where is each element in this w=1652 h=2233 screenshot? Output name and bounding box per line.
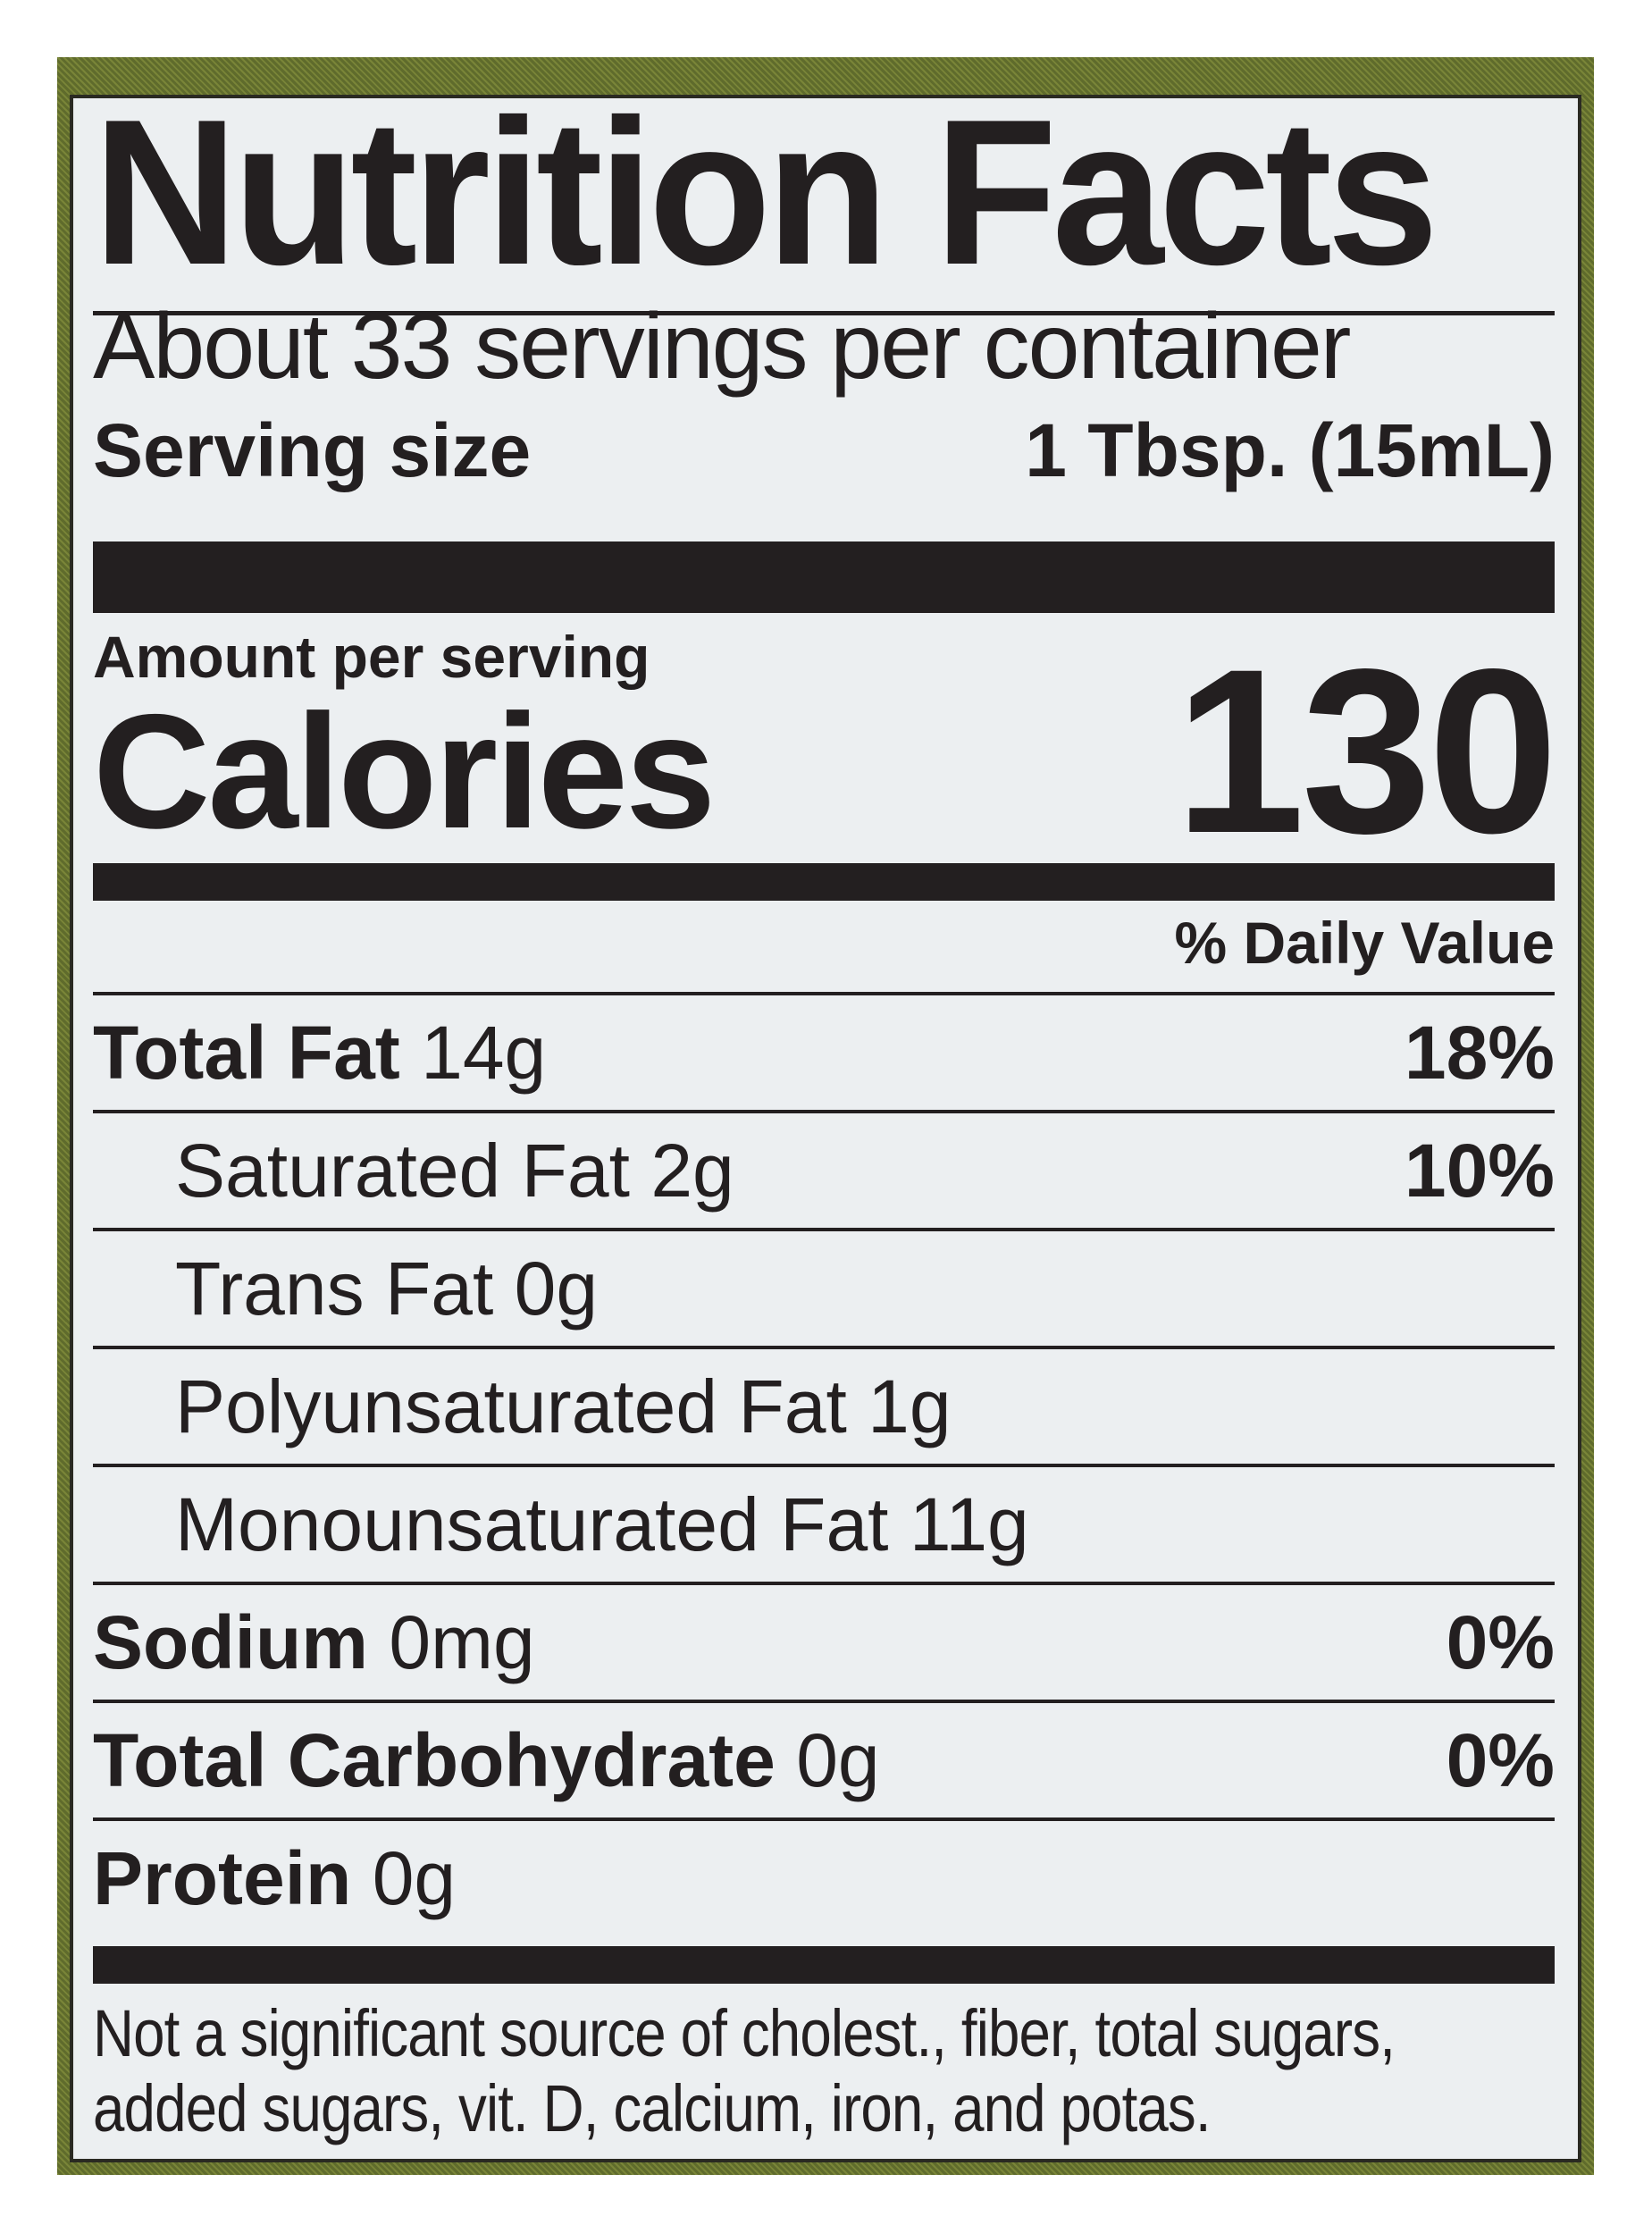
nutrient-name: Sodium <box>93 1600 368 1684</box>
nutrient-amount: 0mg <box>389 1600 535 1684</box>
nutrient-row: Sodium 0mg 0% <box>93 1582 1555 1700</box>
amount-per-serving: Amount per serving <box>93 624 650 690</box>
footnote-line-2: added sugars, vit. D, calcium, iron, and… <box>93 2071 1212 2145</box>
nutrient-name: Saturated Fat <box>175 1129 630 1213</box>
nutrient-row: Protein 0g <box>93 1817 1555 1935</box>
nutrient-name: Polyunsaturated Fat <box>175 1364 847 1448</box>
nutrient-name: Trans Fat <box>175 1247 494 1331</box>
daily-value-header: % Daily Value <box>1174 910 1555 976</box>
nutrient-row: Total Carbohydrate 0g 0% <box>93 1700 1555 1817</box>
label-frame: Nutrition Facts About 33 servings per co… <box>57 57 1594 2175</box>
nutrient-row: Total Fat 14g 18% <box>93 992 1555 1110</box>
nutrient-name: Monounsaturated Fat <box>175 1482 889 1566</box>
nutrient-amount: 14g <box>421 1011 547 1095</box>
nutrient-rows: Total Fat 14g 18% Saturated Fat 2g 10% Tra… <box>93 992 1555 1935</box>
nutrient-row: Polyunsaturated Fat 1g <box>93 1346 1555 1464</box>
footnote-line-1: Not a significant source of cholest., fi… <box>93 1996 1396 2070</box>
servings-per-container: About 33 servings per container <box>93 295 1351 399</box>
nutrition-facts-panel: Nutrition Facts About 33 servings per co… <box>70 89 1581 2162</box>
serving-size-value: 1 Tbsp. (15mL) <box>1025 408 1555 492</box>
nutrient-row: Monounsaturated Fat 11g <box>93 1464 1555 1582</box>
nutrient-dv: 18% <box>1404 1011 1555 1095</box>
nutrient-amount: 1g <box>868 1364 952 1448</box>
nutrient-row: Trans Fat 0g <box>93 1228 1555 1346</box>
nutrient-name: Total Fat <box>93 1011 400 1095</box>
divider-bottom <box>93 1946 1555 1984</box>
nutrient-amount: 0g <box>796 1718 880 1802</box>
divider-thin <box>93 311 1555 315</box>
nutrient-amount: 11g <box>909 1482 1029 1566</box>
calories-value: 130 <box>1174 620 1558 882</box>
divider-thick <box>93 541 1555 613</box>
nutrient-name: Protein <box>93 1836 352 1920</box>
divider-medium <box>93 863 1555 901</box>
nutrient-dv: 10% <box>1404 1129 1555 1213</box>
serving-size-row: Serving size 1 Tbsp. (15mL) <box>93 413 1555 488</box>
nutrient-amount: 2g <box>650 1129 734 1213</box>
nutrient-amount: 0g <box>514 1247 599 1331</box>
title: Nutrition Facts <box>93 77 1438 308</box>
nutrient-name: Total Carbohydrate <box>93 1718 776 1802</box>
nutrient-dv: 0% <box>1446 1718 1555 1802</box>
serving-size-label: Serving size <box>93 408 532 492</box>
nutrient-row: Saturated Fat 2g 10% <box>93 1110 1555 1228</box>
footnote: Not a significant source of cholest., fi… <box>93 1996 1553 2146</box>
calories-label: Calories <box>93 680 716 862</box>
nutrient-amount: 0g <box>372 1836 457 1920</box>
nutrient-dv: 0% <box>1446 1600 1555 1684</box>
